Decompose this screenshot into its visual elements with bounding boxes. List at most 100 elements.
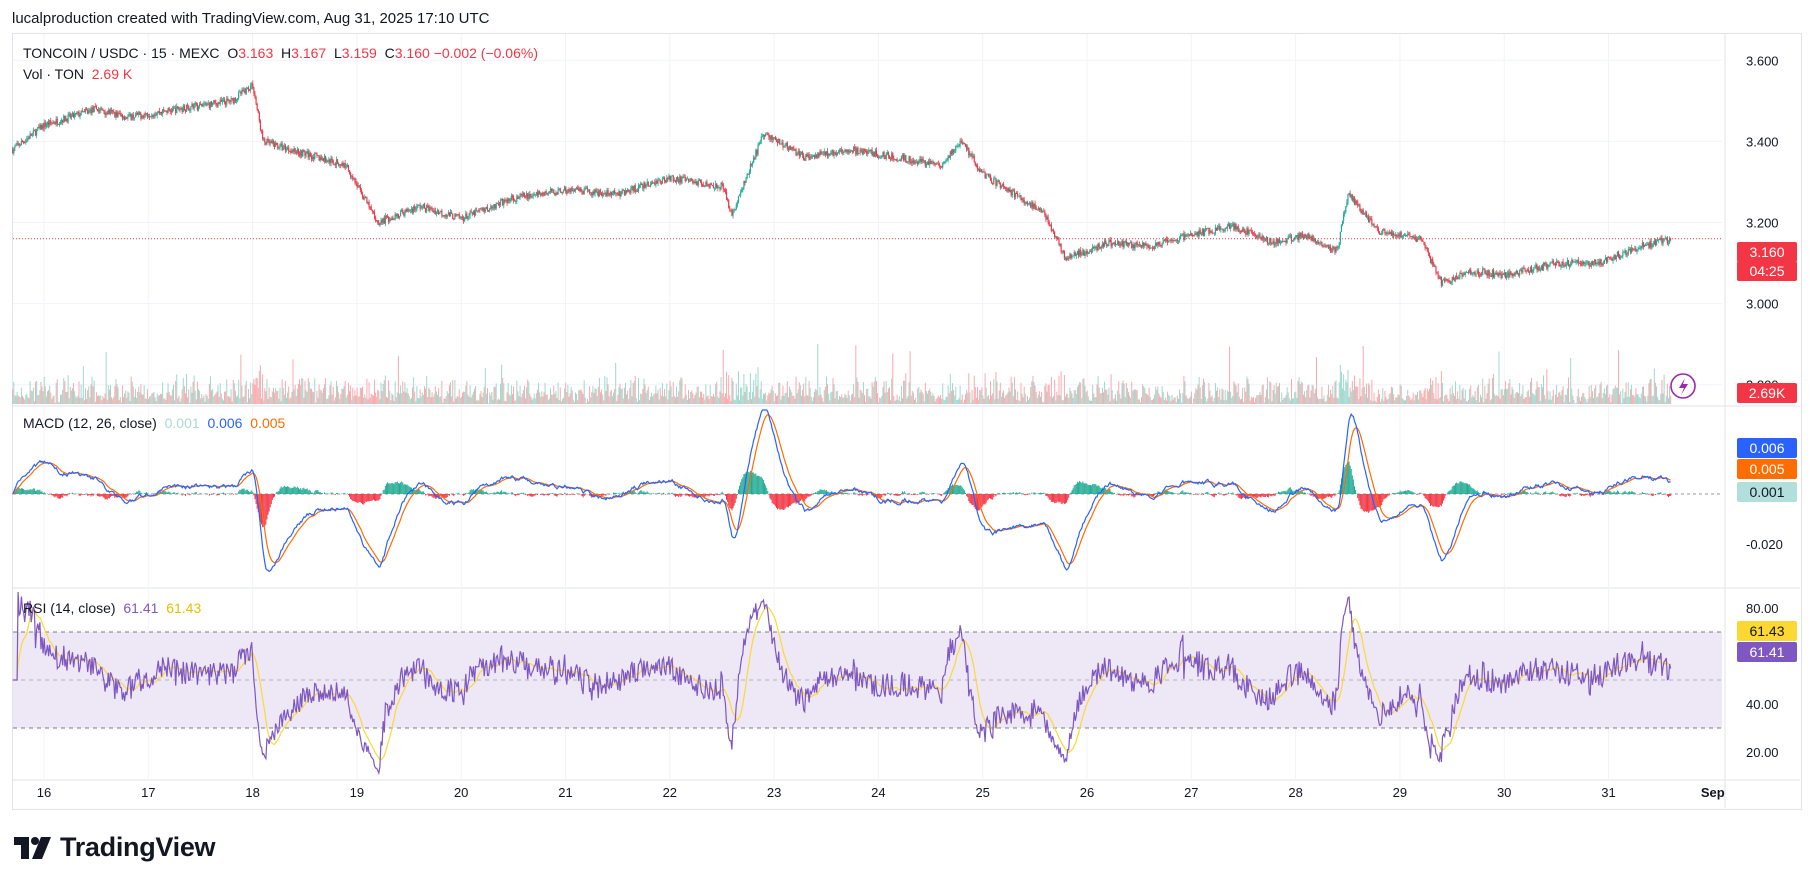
candle-body [94, 106, 96, 108]
macd-hist-bar [140, 492, 142, 494]
candle-body [1110, 240, 1112, 247]
candle-body [283, 145, 285, 148]
candle-body [1034, 203, 1036, 208]
volume-bar [277, 390, 279, 404]
candle-body [230, 98, 232, 103]
candle-body [756, 150, 758, 155]
volume-bar [1640, 393, 1642, 404]
chart-attribution: lucalproduction created with TradingView… [12, 10, 490, 27]
volume-bar [475, 385, 477, 404]
candle-body [440, 210, 442, 213]
volume-bar [1348, 397, 1350, 404]
candle-body [294, 148, 296, 152]
macd-hist-bar [222, 492, 224, 494]
candle-body [773, 137, 775, 138]
candle-body [1598, 261, 1600, 265]
candle-body [858, 153, 860, 155]
volume-bar [548, 398, 550, 404]
volume-bar [633, 380, 635, 404]
volume-bar [117, 387, 119, 404]
candle-body [696, 181, 698, 186]
volume-bar [1462, 387, 1464, 404]
candle-body [748, 172, 750, 175]
volume-bar [1631, 384, 1633, 404]
candle-body [196, 104, 199, 110]
macd-hist-bar [284, 486, 286, 494]
candle-body [753, 157, 755, 163]
volume-bar [1419, 390, 1421, 404]
macd-hist-bar [154, 493, 156, 494]
candle-body [373, 212, 376, 218]
candle-body [54, 123, 56, 125]
volume-bar [1352, 390, 1354, 404]
volume-bar [270, 396, 272, 404]
volume-bar [721, 393, 723, 404]
candle-body [1411, 235, 1413, 237]
volume-bar [1608, 397, 1610, 404]
candle-body [130, 113, 132, 120]
volume-bar [1292, 398, 1294, 404]
volume-bar [665, 396, 667, 404]
candle-body [259, 120, 262, 130]
volume-bar [400, 385, 402, 404]
volume-bar [1160, 397, 1162, 404]
volume-bar [917, 388, 919, 404]
volume-bar [1258, 394, 1260, 404]
volume-bar [1317, 397, 1319, 404]
candle-body [42, 125, 44, 129]
volume-bar [563, 397, 565, 404]
candle-body [222, 99, 225, 101]
volume-bar [318, 384, 320, 404]
candle-body [195, 103, 197, 105]
candle-body [733, 209, 735, 211]
volume-bar [1105, 389, 1107, 404]
volume-bar [1069, 387, 1071, 404]
volume-bar [1439, 397, 1441, 404]
macd-hist-bar [134, 492, 136, 494]
volume-bar [828, 393, 830, 404]
candle-body [723, 189, 725, 191]
volume-bar [113, 396, 115, 404]
volume-bar [1030, 386, 1032, 404]
candle-body [612, 190, 615, 194]
volume-bar [465, 385, 467, 404]
volume-bar [259, 365, 261, 404]
macd-hist-bar [288, 486, 290, 494]
candle-body [1277, 238, 1280, 244]
candle-body [353, 178, 355, 180]
candle-body [1476, 270, 1478, 274]
volume-bar [704, 399, 706, 404]
candle-body [948, 155, 950, 158]
candle-body [160, 111, 163, 114]
macd-hist-bar [395, 482, 397, 494]
macd-hist-bar [90, 494, 92, 497]
macd-hist-bar [193, 493, 195, 494]
candle-body [46, 122, 49, 126]
volume-bar [1435, 376, 1437, 404]
volume-bar [1595, 385, 1597, 404]
candle-body [113, 111, 115, 113]
candle-body [1115, 244, 1118, 245]
volume-bar [479, 394, 481, 404]
candle-body [1208, 228, 1210, 234]
volume-bar [341, 388, 343, 404]
candle-body [1146, 245, 1148, 247]
candle-body [1045, 214, 1047, 220]
candle-body [1105, 240, 1107, 245]
candle-body [331, 158, 333, 161]
candle-body [268, 139, 270, 144]
candle-body [873, 151, 875, 157]
candle-body [907, 161, 909, 163]
macd-hist-bar [231, 493, 233, 494]
volume-bar [1296, 397, 1298, 404]
candle-body [247, 87, 250, 91]
candle-body [726, 199, 729, 201]
volume-bar [1503, 389, 1505, 404]
volume-bar [209, 376, 211, 404]
candle-body [209, 101, 212, 108]
candle-body [208, 103, 210, 108]
volume-bar [916, 402, 918, 404]
candle-body [100, 108, 102, 111]
volume-bar [1268, 399, 1270, 404]
